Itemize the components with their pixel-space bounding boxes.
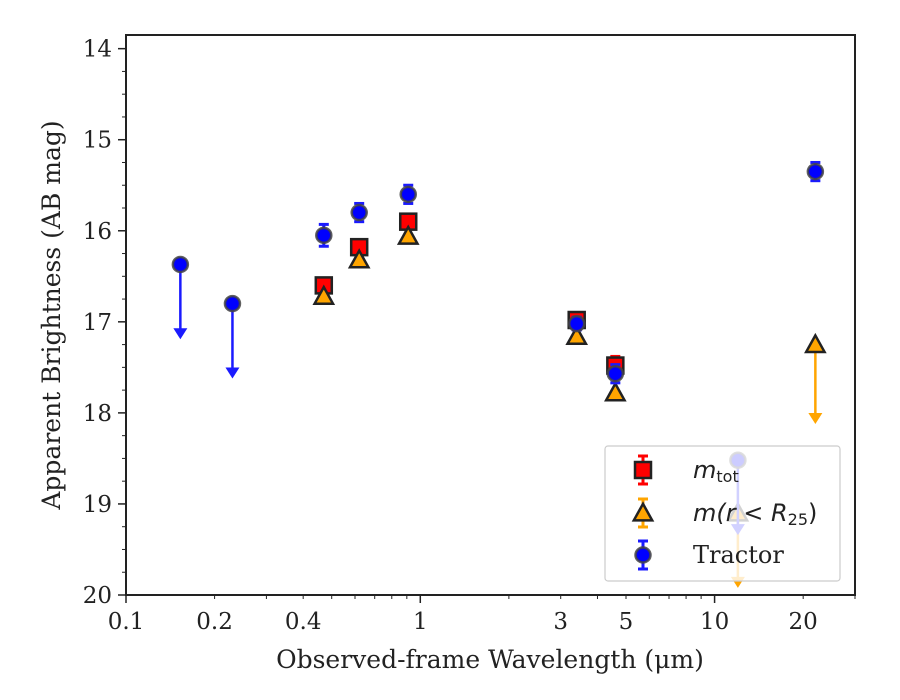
- x-tick-label: 0.4: [285, 609, 322, 635]
- legend-marker-m_tot: [633, 460, 653, 480]
- data-point-m_r25: [604, 381, 627, 402]
- data-point-tractor: [806, 162, 825, 181]
- x-axis-label: Observed-frame Wavelength (μm): [276, 645, 704, 674]
- legend-marker-m_r25: [631, 501, 655, 522]
- y-tick-label: 18: [83, 401, 112, 427]
- data-point-m_r25: [565, 324, 589, 346]
- legend-label-main: Tractor: [693, 541, 784, 569]
- upper-limit-arrowhead: [808, 412, 823, 424]
- y-tick-label: 17: [83, 310, 112, 336]
- legend-label-m_r25: m(r < R25): [693, 499, 817, 529]
- data-point-tractor: [223, 294, 242, 313]
- data-point-tractor: [606, 364, 625, 383]
- y-tick-label: 15: [83, 128, 112, 154]
- legend-label-tractor: Tractor: [693, 541, 784, 569]
- data-point-m_r25: [347, 248, 371, 269]
- upper-limit-arrowhead: [225, 367, 240, 379]
- y-tick-label: 20: [83, 583, 112, 609]
- legend-box: [604, 445, 841, 582]
- x-tick-label: 0.2: [196, 609, 233, 635]
- y-axis-label: Apparent Brightness (AB mag): [37, 120, 66, 510]
- legend-marker-tractor: [634, 546, 652, 564]
- upper-limit-arrowhead: [173, 328, 188, 340]
- legend-label-suffix: ): [808, 499, 817, 527]
- x-tick-label: 10: [700, 609, 729, 635]
- data-point-m_r25: [396, 224, 420, 245]
- legend-label-main: m(r < R: [693, 499, 788, 527]
- legend-label-subscript: 25: [788, 510, 808, 529]
- x-tick-label: 1: [413, 609, 428, 635]
- plot-frame: [125, 34, 856, 596]
- plot-area: [171, 160, 827, 588]
- legend-label-main: m: [693, 456, 716, 484]
- legend-label-m_tot: mtot: [693, 456, 739, 486]
- series-m_tot: [314, 212, 625, 377]
- data-point-tractor: [315, 226, 333, 245]
- data-point-tractor: [350, 203, 368, 222]
- x-tick-label: 5: [619, 609, 634, 635]
- data-point-m_r25: [312, 284, 336, 305]
- data-point-tractor: [171, 255, 190, 274]
- data-point-tractor: [399, 185, 417, 204]
- data-point-tractor: [567, 314, 586, 333]
- data-point-m_r25: [804, 332, 827, 354]
- y-tick-label: 16: [83, 219, 112, 245]
- y-tick-label: 14: [83, 37, 112, 63]
- x-tick-label: 0.1: [108, 609, 145, 635]
- x-tick-label: 3: [553, 609, 568, 635]
- x-tick-label: 20: [789, 609, 818, 635]
- legend-label-subscript: tot: [716, 467, 738, 486]
- y-tick-label: 19: [83, 492, 112, 518]
- legend: mtot m(r < R25) Tractor: [604, 445, 841, 582]
